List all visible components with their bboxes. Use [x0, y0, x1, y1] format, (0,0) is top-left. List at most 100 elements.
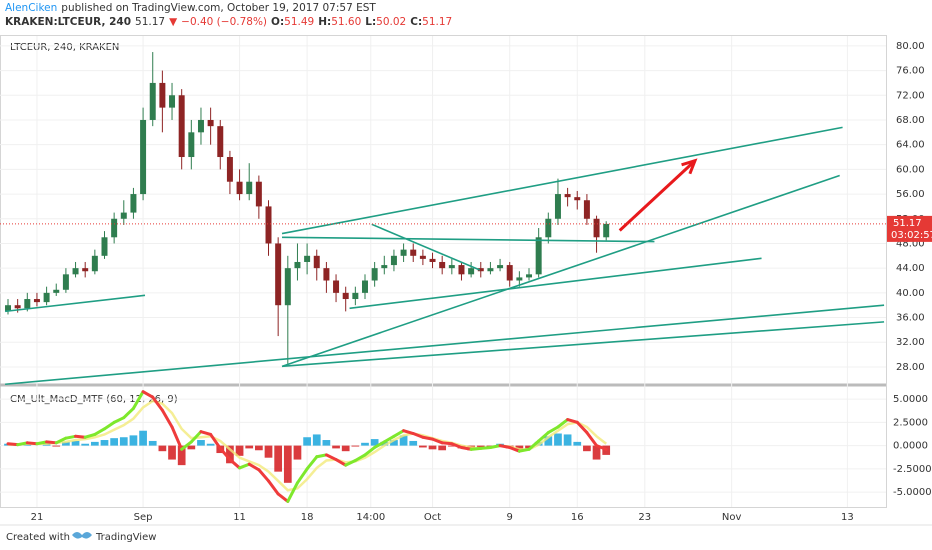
candle-body	[14, 305, 21, 309]
histogram-bar	[52, 445, 61, 447]
candle-body	[603, 223, 610, 238]
macd-segment	[6, 442, 20, 447]
histogram-bar	[177, 445, 186, 466]
x-tick-label: Sep	[134, 512, 153, 523]
candle-body	[140, 119, 147, 195]
candle-body	[275, 243, 282, 306]
close: 51.17	[422, 16, 452, 28]
histogram-bar	[361, 442, 369, 446]
histogram-bar	[168, 445, 176, 460]
candle-body	[169, 95, 176, 108]
macd-segment	[218, 446, 232, 462]
histogram-bar	[226, 445, 234, 464]
histogram-bar	[351, 445, 360, 447]
macd-segment	[199, 430, 213, 436]
candle-body	[207, 119, 214, 127]
histogram-bar	[255, 445, 263, 451]
macd-segment	[180, 440, 193, 451]
macd-segment	[151, 395, 164, 412]
macd-segment	[402, 429, 415, 436]
y-tick-label: 56.00	[896, 189, 925, 200]
histogram-bar	[235, 445, 244, 456]
author[interactable]: AlenCiken	[5, 2, 57, 14]
macd-segment	[363, 445, 377, 457]
candle-body	[593, 218, 600, 238]
macd-segment	[566, 418, 579, 424]
macd-segment	[373, 440, 386, 449]
candle-body	[294, 261, 301, 269]
macd-segment	[508, 445, 521, 453]
x-tick-label: 18	[301, 512, 314, 523]
histogram-bar	[274, 445, 283, 472]
candle-body	[33, 299, 40, 303]
histogram-bar	[525, 445, 533, 449]
candle-body	[178, 95, 185, 158]
publish-line: AlenCiken published on TradingView.com, O…	[5, 2, 376, 14]
candle-body	[304, 255, 311, 262]
macd-segment	[556, 418, 570, 429]
y-tick-label: 2.5000	[893, 417, 928, 428]
histogram-bar	[264, 445, 273, 458]
candle-body	[419, 255, 426, 259]
histogram-bar	[62, 441, 70, 446]
candle-body	[91, 255, 98, 272]
last-price-label: 51.17	[893, 218, 922, 229]
x-tick-label: 16	[571, 512, 584, 523]
candle-body	[535, 237, 542, 275]
trendline	[5, 304, 885, 386]
macd-segment	[488, 444, 502, 449]
candle-body	[468, 268, 475, 275]
x-tick-label: 13	[841, 512, 854, 523]
candle-body	[5, 305, 11, 312]
macd-segment	[575, 420, 589, 435]
macd-segment	[170, 425, 184, 451]
candle-body	[130, 194, 137, 213]
x-tick-label: 23	[638, 512, 651, 523]
candle-body	[352, 292, 359, 300]
histogram-bar	[476, 445, 485, 448]
histogram-bar	[419, 445, 427, 448]
y-tick-label: -5.0000	[893, 487, 932, 498]
brand[interactable]: TradingView	[95, 532, 156, 543]
macd-segment	[353, 453, 367, 462]
histogram-bar	[370, 439, 379, 446]
y-tick-label: 36.00	[896, 313, 925, 324]
candle-body	[236, 181, 243, 195]
histogram-bar	[332, 445, 340, 449]
candle-body	[410, 249, 417, 256]
trendline	[349, 257, 762, 310]
candle-body	[526, 274, 533, 278]
trendline	[281, 321, 885, 368]
macd-segment	[64, 434, 78, 440]
histogram-bar	[81, 443, 90, 446]
candle-body	[429, 258, 436, 262]
candle-body	[439, 261, 446, 269]
macd-segment	[131, 390, 145, 410]
y-tick-label: 5.0000	[893, 394, 928, 405]
macd-segment	[247, 462, 261, 472]
candle-body	[197, 119, 204, 133]
trendline	[281, 174, 840, 368]
histogram-bar	[119, 437, 128, 446]
histogram-bar	[583, 445, 591, 452]
macd-segment	[479, 445, 492, 450]
published: published on TradingView.com, October 19…	[61, 2, 376, 14]
macd-segment	[228, 458, 242, 470]
created-with: Created with	[6, 532, 70, 543]
histogram-bar	[100, 440, 109, 446]
candle-body	[342, 292, 349, 300]
y-tick-label: 76.00	[896, 66, 925, 77]
histogram-bar	[90, 441, 99, 446]
macd-segment	[469, 446, 483, 451]
macd-segment	[585, 431, 599, 448]
candle-body	[149, 82, 156, 120]
candle-body	[390, 255, 397, 266]
y-tick-label: -2.5000	[893, 464, 932, 475]
macd-segment	[305, 455, 319, 471]
histogram-bar	[544, 436, 553, 446]
candle-body	[265, 206, 272, 244]
plot-frame	[0, 35, 887, 508]
histogram-bar	[399, 435, 408, 446]
x-tick-label: 14:00	[356, 512, 385, 523]
